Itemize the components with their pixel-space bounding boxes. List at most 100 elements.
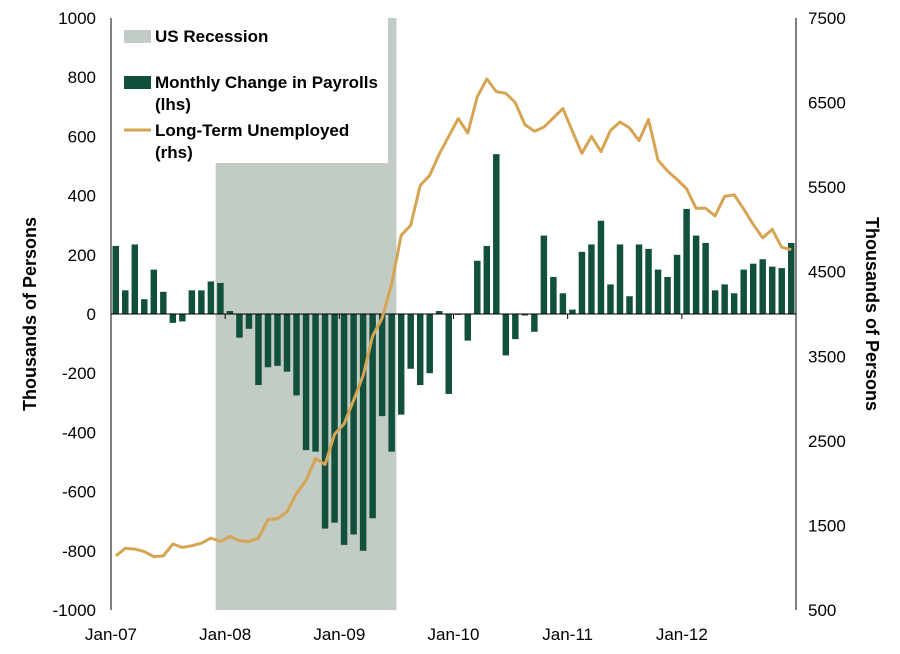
y2-tick-label: 1500 <box>808 516 846 535</box>
payroll-bar <box>217 282 224 314</box>
y-tick-label: 800 <box>68 68 96 87</box>
axes <box>110 18 797 610</box>
payroll-bar <box>550 277 557 314</box>
payroll-bar <box>654 269 662 314</box>
payroll-bar <box>721 284 728 314</box>
y-tick-label: -600 <box>62 483 96 502</box>
payroll-bar <box>236 314 243 338</box>
payroll-bar <box>635 244 643 314</box>
payrolls-bars <box>112 154 795 551</box>
payroll-bar <box>788 242 795 314</box>
payroll-bar <box>711 290 719 314</box>
payroll-bar <box>445 314 452 394</box>
y-tick-label: -800 <box>62 542 96 561</box>
payroll-bar <box>369 314 376 519</box>
x-tick-label: Jan-11 <box>542 625 593 644</box>
y2-tick-label: 7500 <box>808 9 846 28</box>
payroll-bar <box>160 291 167 314</box>
payroll-bar <box>264 314 272 368</box>
payroll-bar <box>749 263 757 314</box>
payroll-bar <box>778 268 785 314</box>
y2-tick-label: 2500 <box>808 432 846 451</box>
payroll-bar <box>378 314 386 417</box>
y-tick-label: 400 <box>68 187 96 206</box>
payroll-bar <box>245 314 253 329</box>
long-term-unemployed-layer <box>114 77 792 559</box>
y-tick-label: 200 <box>68 246 96 265</box>
payroll-bar <box>531 314 538 332</box>
payroll-bar <box>179 314 186 322</box>
payroll-bar <box>321 314 329 529</box>
tick-labels: -1000 -800 -600 -400 -200 0 200 400 600 800 1000 50… <box>53 9 846 644</box>
y-tick-label: 600 <box>68 127 96 146</box>
x-tick-label: Jan-09 <box>313 625 365 644</box>
y2-tick-label: 6500 <box>808 94 846 113</box>
y-tick-label: -1000 <box>53 601 96 620</box>
payroll-bar <box>188 290 196 314</box>
payroll-bar <box>512 314 519 340</box>
x-tick-label: Jan-12 <box>656 625 708 644</box>
payroll-bar <box>540 235 548 314</box>
payroll-bar <box>616 244 624 314</box>
payroll-bar <box>283 314 291 372</box>
legend-swatch-recession <box>124 30 151 43</box>
payroll-bar <box>740 269 747 314</box>
y-tick-label: -200 <box>62 364 96 383</box>
y-axis-title-right: Thousands of Persons <box>862 217 882 411</box>
payroll-bar <box>169 314 177 323</box>
payroll-bar <box>255 314 262 386</box>
y-tick-label: 0 <box>87 305 96 324</box>
y2-tick-label: 5500 <box>808 178 846 197</box>
payroll-bar <box>131 244 139 314</box>
payroll-bar <box>435 311 443 314</box>
unemployed-line <box>114 77 792 559</box>
payroll-bar <box>426 314 433 374</box>
payroll-bar <box>198 290 205 314</box>
payroll-bar <box>588 244 595 314</box>
payroll-bar <box>359 314 367 551</box>
payroll-bar <box>274 314 281 366</box>
payroll-bar <box>331 314 338 523</box>
payroll-bar <box>730 293 738 314</box>
payroll-bar <box>521 314 529 316</box>
payroll-bar <box>293 314 300 396</box>
payroll-bar <box>493 154 500 314</box>
y-tick-label: 1000 <box>58 9 96 28</box>
x-tick-label: Jan-07 <box>85 625 137 644</box>
x-tick-label: Jan-08 <box>199 625 251 644</box>
payroll-bar <box>141 299 148 314</box>
payroll-bar <box>702 242 709 314</box>
payroll-bar <box>483 245 491 314</box>
payroll-bar <box>683 208 690 314</box>
y2-tick-label: 500 <box>808 601 836 620</box>
payroll-bar <box>112 245 119 314</box>
payroll-bar <box>350 314 357 535</box>
payroll-bar <box>607 284 614 314</box>
legend-label-recession: US Recession <box>155 27 268 46</box>
payroll-bar <box>692 235 700 314</box>
payroll-bar <box>559 293 567 314</box>
legend-label-unemployed: Long-Term Unemployed (rhs) <box>155 121 349 162</box>
legend-label-payrolls: Monthly Change in Payrolls (lhs) <box>155 73 378 114</box>
legend-background <box>112 18 388 163</box>
x-tick-label: Jan-10 <box>428 625 480 644</box>
legend-swatch-payrolls <box>124 76 151 89</box>
payroll-bar <box>407 314 414 369</box>
legend: US Recession Monthly Change in Payrolls(… <box>112 18 388 163</box>
payroll-bar <box>388 314 395 452</box>
payroll-bar <box>768 266 776 314</box>
payroll-bar <box>759 259 766 314</box>
y2-tick-label: 3500 <box>808 347 846 366</box>
payroll-bar <box>474 260 481 314</box>
y-tick-label: -400 <box>62 423 96 442</box>
y-axis-title-left: Thousands of Persons <box>20 217 40 411</box>
payroll-bar <box>597 220 605 314</box>
payroll-bar <box>150 269 158 314</box>
payroll-bar <box>464 314 472 341</box>
payroll-bar <box>578 251 586 314</box>
payroll-bar <box>122 290 129 314</box>
payroll-bar <box>312 314 319 452</box>
payroll-bar <box>226 311 234 314</box>
payroll-bar <box>207 281 215 314</box>
